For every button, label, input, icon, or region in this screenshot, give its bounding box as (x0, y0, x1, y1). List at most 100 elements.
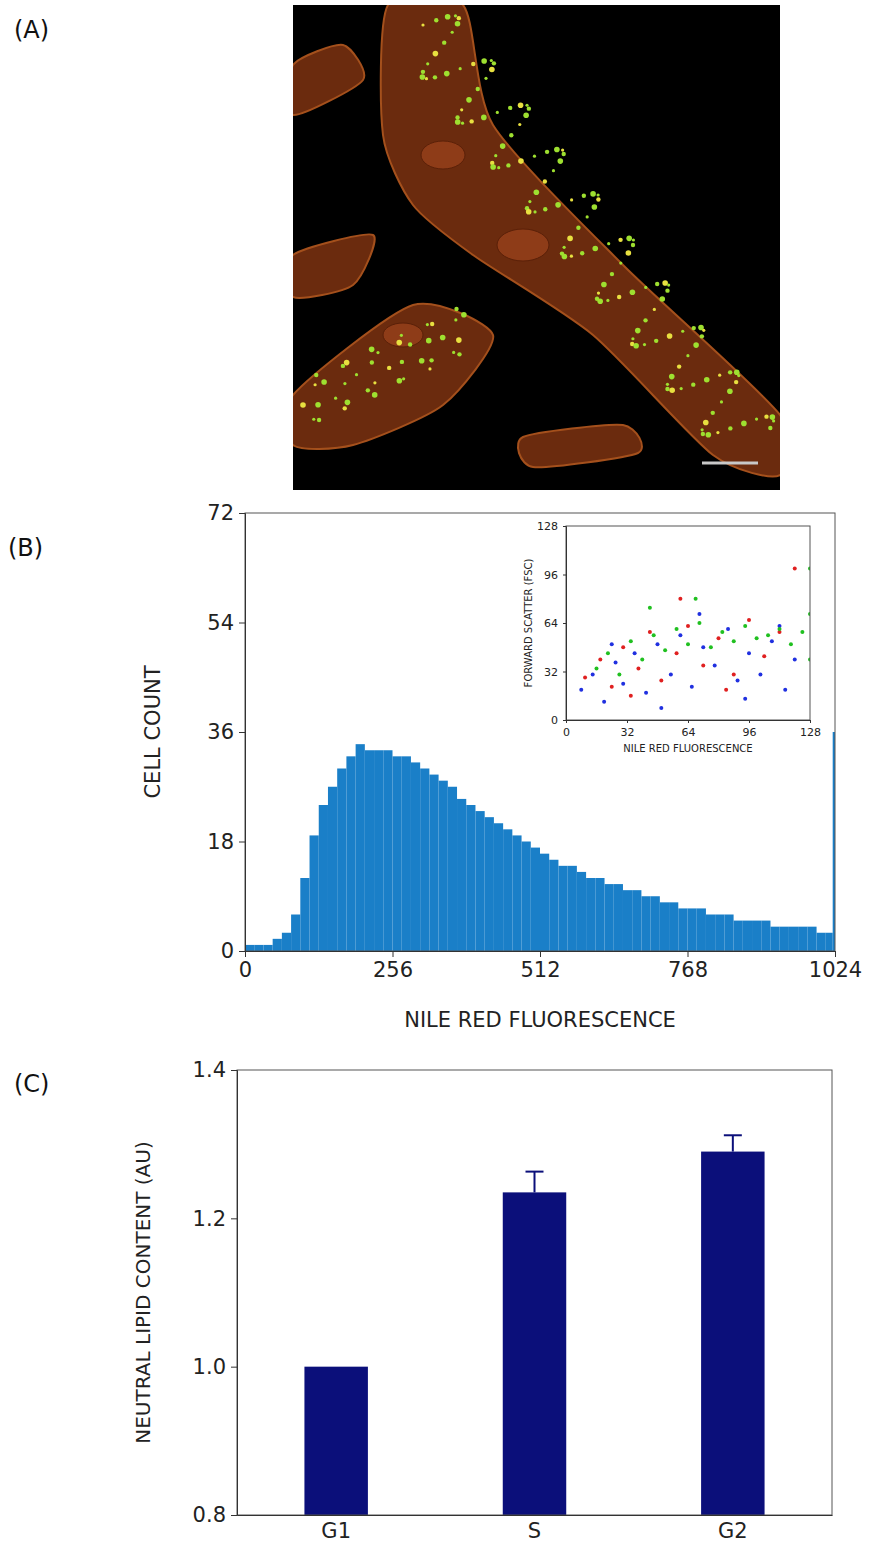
histogram-bar (402, 756, 411, 951)
scatter-point (697, 612, 701, 616)
lipid-droplet (523, 112, 529, 118)
lipid-droplet (500, 143, 506, 149)
histogram-bar (503, 829, 512, 951)
lipid-droplet (543, 207, 547, 211)
lipid-droplet (554, 147, 560, 153)
histogram-bar (448, 787, 457, 951)
tick: 128 (800, 720, 821, 739)
lipid-droplet (345, 400, 351, 406)
scatter-point (595, 666, 599, 670)
histogram-bar (522, 842, 531, 952)
histogram-bar (549, 860, 558, 951)
scatter-point (789, 642, 793, 646)
lipid-droplet (555, 202, 561, 208)
tick-mark (810, 720, 811, 723)
scatter-point (747, 618, 751, 622)
scatter-point (629, 639, 633, 643)
cell (293, 304, 493, 449)
lipid-droplet (402, 377, 405, 380)
tick-mark (563, 526, 566, 527)
scatter-point (726, 627, 730, 631)
tick-label: 0 (551, 714, 558, 727)
lipid-droplet (455, 119, 461, 125)
tick: 256 (373, 951, 413, 982)
scatter-point (717, 636, 721, 640)
lipid-droplet (607, 242, 610, 245)
scatter-point (783, 688, 787, 692)
lipid-droplet (428, 367, 431, 370)
lipid-droplet (590, 191, 596, 197)
scatter-point (675, 651, 679, 655)
lipid-droplet (518, 123, 521, 126)
lipid-droplet (396, 340, 402, 346)
lipid-droplet (597, 298, 603, 304)
lipid-droplet (654, 339, 658, 343)
scatter-point (659, 679, 663, 683)
panel-label: (B) (8, 534, 43, 562)
lipid-droplet (300, 402, 306, 408)
scale-bar (702, 462, 758, 465)
lipid-droplet (490, 59, 493, 62)
scatter-point (669, 673, 673, 677)
tick-mark (563, 720, 566, 721)
histogram-bar (374, 750, 383, 951)
histogram-bar (475, 811, 484, 951)
lipid-droplet (518, 102, 524, 108)
tick: 768 (668, 951, 708, 982)
tick-label: 72 (207, 501, 234, 525)
lipid-droplet (496, 111, 499, 114)
histogram-bar (439, 781, 448, 951)
histogram-bar (780, 927, 789, 951)
lipid-droplet (561, 152, 565, 156)
histogram-bar (393, 756, 402, 951)
lipid-droplet (370, 360, 374, 364)
lipid-droplet (659, 296, 665, 302)
lipid-droplet (490, 164, 496, 170)
lipid-droplet (728, 426, 732, 430)
scatter-point (724, 688, 728, 692)
lipid-droplet (454, 307, 458, 311)
lipid-droplet (534, 189, 540, 195)
scatter-point (652, 633, 656, 637)
lipid-droplet (741, 421, 747, 427)
panel-label: (A) (14, 16, 49, 44)
scatter-point (755, 636, 759, 640)
lipid-droplet (421, 70, 425, 74)
lipid-droplet (527, 106, 531, 110)
histogram-bar (577, 872, 586, 951)
scatter-point (709, 645, 713, 649)
lipid-droplet (518, 158, 524, 164)
lipid-droplet (570, 198, 573, 201)
tick-label: G2 (718, 1519, 748, 1543)
lipid-droplet (433, 51, 439, 57)
lipid-droplet (445, 14, 451, 20)
lipid-droplet (334, 397, 337, 400)
tick: 64 (682, 720, 696, 739)
histogram-bar (697, 908, 706, 951)
error-bar-stem (534, 1172, 536, 1193)
lipid-droplet (764, 414, 768, 418)
lipid-droplet (372, 392, 378, 398)
lipid-droplet (700, 334, 704, 338)
lipid-droplet (734, 380, 738, 384)
tick-mark (835, 951, 836, 957)
cell (293, 235, 375, 298)
histogram-bar (291, 915, 300, 952)
scatter-point (694, 597, 698, 601)
tick-label: G1 (321, 1519, 351, 1543)
axis-line (239, 514, 246, 952)
y-axis-title: NEUTRAL LIPID CONTENT (AU) (131, 1141, 155, 1443)
lipid-droplet (702, 329, 705, 332)
lipid-droplet (456, 337, 462, 343)
bar (503, 1192, 566, 1515)
scatter-point (648, 606, 652, 610)
lipid-droplet (653, 308, 656, 311)
lipid-droplet (552, 169, 555, 172)
scatter-point (621, 645, 625, 649)
scatter-point (663, 648, 667, 652)
tick: 0 (239, 951, 252, 982)
lipid-droplet (434, 18, 438, 22)
tick-label: 96 (743, 726, 757, 739)
lipid-droplet (508, 106, 512, 110)
histogram-bar (245, 945, 254, 951)
